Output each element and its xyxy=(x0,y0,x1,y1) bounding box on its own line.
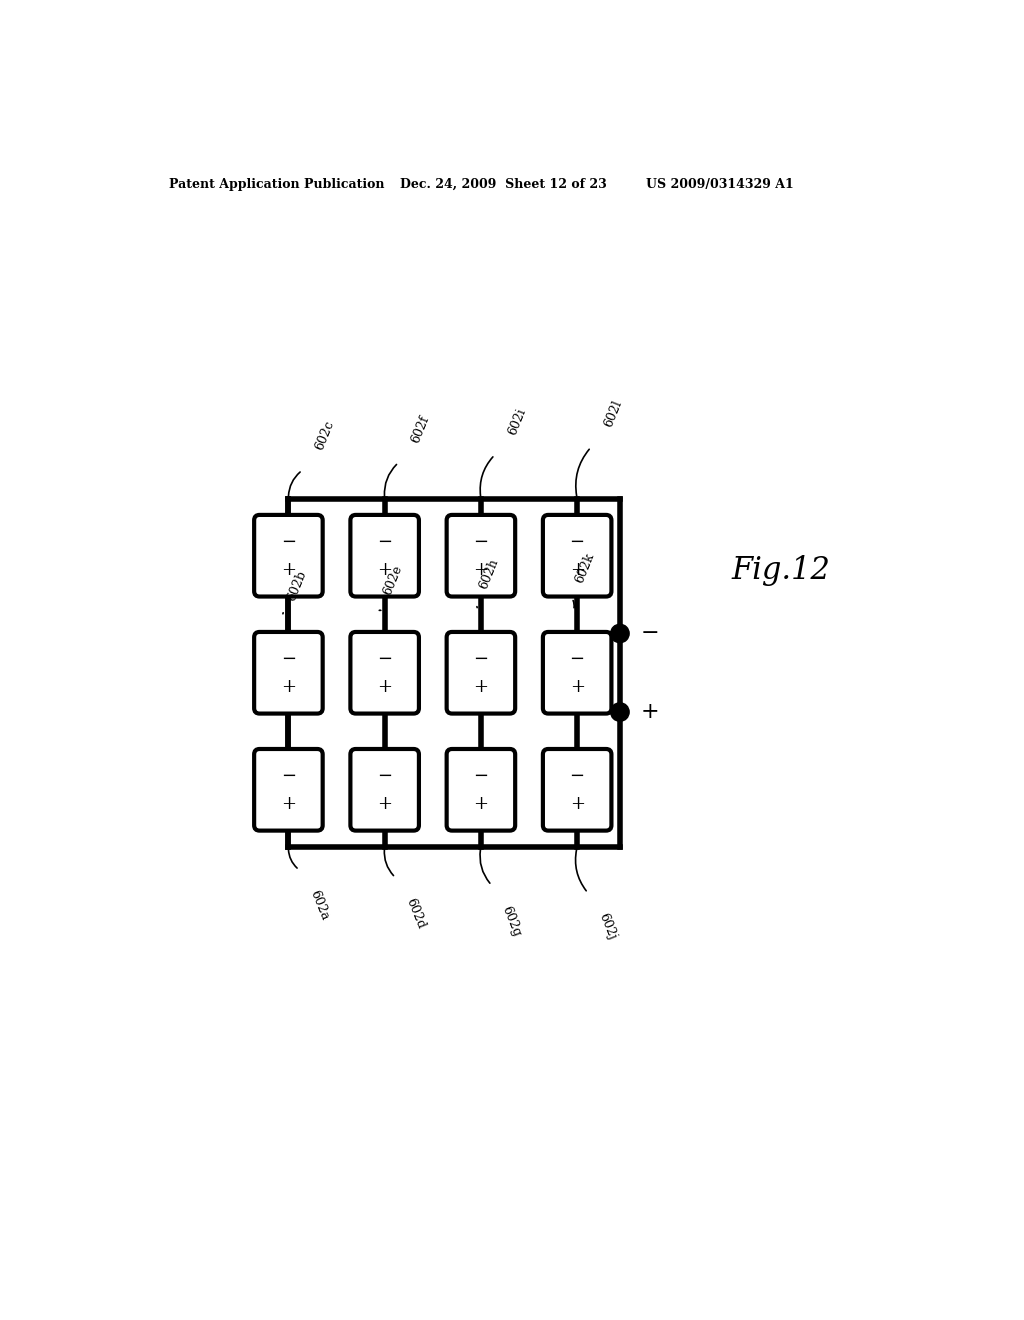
Text: −: − xyxy=(281,767,296,784)
FancyBboxPatch shape xyxy=(254,632,323,714)
Text: −: − xyxy=(569,767,585,784)
Text: 602g: 602g xyxy=(500,904,523,939)
Text: +: + xyxy=(281,678,296,696)
Text: 602e: 602e xyxy=(381,564,404,598)
Text: −: − xyxy=(641,623,659,644)
Text: 602i: 602i xyxy=(506,407,528,437)
Text: +: + xyxy=(473,561,488,579)
Text: −: − xyxy=(377,649,392,668)
Text: 602l: 602l xyxy=(602,399,625,429)
Circle shape xyxy=(610,702,629,721)
Text: −: − xyxy=(377,532,392,550)
Text: +: + xyxy=(281,561,296,579)
Text: +: + xyxy=(569,561,585,579)
FancyBboxPatch shape xyxy=(543,515,611,597)
FancyBboxPatch shape xyxy=(446,632,515,714)
Text: −: − xyxy=(377,767,392,784)
FancyBboxPatch shape xyxy=(543,632,611,714)
Text: −: − xyxy=(473,649,488,668)
Text: Dec. 24, 2009  Sheet 12 of 23: Dec. 24, 2009 Sheet 12 of 23 xyxy=(400,178,607,190)
Text: −: − xyxy=(473,767,488,784)
Text: +: + xyxy=(641,701,659,723)
FancyBboxPatch shape xyxy=(350,632,419,714)
FancyBboxPatch shape xyxy=(350,748,419,830)
Text: +: + xyxy=(473,678,488,696)
Text: US 2009/0314329 A1: US 2009/0314329 A1 xyxy=(646,178,795,190)
Text: +: + xyxy=(377,795,392,813)
Text: +: + xyxy=(281,795,296,813)
Text: 602j: 602j xyxy=(596,912,618,942)
Text: 602k: 602k xyxy=(573,550,597,585)
Text: 602h: 602h xyxy=(477,557,501,591)
FancyBboxPatch shape xyxy=(446,748,515,830)
Text: −: − xyxy=(281,532,296,550)
Text: −: − xyxy=(569,532,585,550)
Circle shape xyxy=(610,624,629,643)
Text: −: − xyxy=(569,649,585,668)
FancyBboxPatch shape xyxy=(254,515,323,597)
Text: −: − xyxy=(473,532,488,550)
Text: +: + xyxy=(377,678,392,696)
Text: +: + xyxy=(473,795,488,813)
Text: −: − xyxy=(281,649,296,668)
FancyBboxPatch shape xyxy=(446,515,515,597)
Text: +: + xyxy=(377,561,392,579)
Text: 602b: 602b xyxy=(285,569,308,603)
FancyBboxPatch shape xyxy=(350,515,419,597)
Text: +: + xyxy=(569,795,585,813)
Text: 602c: 602c xyxy=(313,418,337,453)
Text: Patent Application Publication: Patent Application Publication xyxy=(169,178,385,190)
Text: 602d: 602d xyxy=(403,896,427,931)
FancyBboxPatch shape xyxy=(254,748,323,830)
FancyBboxPatch shape xyxy=(543,748,611,830)
Text: 602a: 602a xyxy=(307,888,331,923)
Text: 602f: 602f xyxy=(410,413,432,445)
Text: Fig.12: Fig.12 xyxy=(731,554,830,586)
Text: +: + xyxy=(569,678,585,696)
